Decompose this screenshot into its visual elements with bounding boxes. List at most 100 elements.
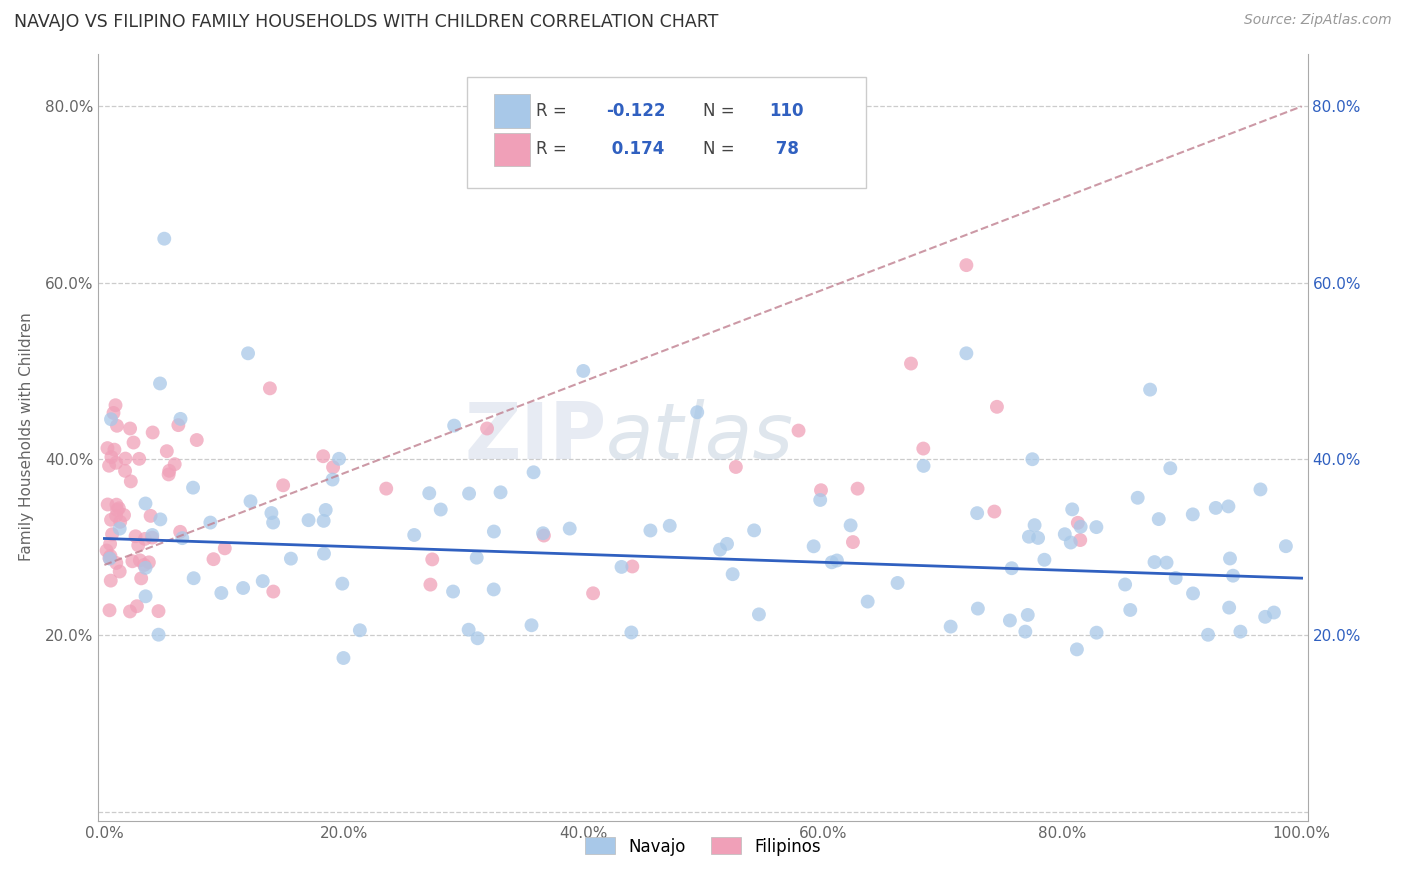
Point bbox=[312, 547, 335, 561]
Point bbox=[127, 538, 149, 552]
Point bbox=[120, 421, 142, 435]
Point bbox=[232, 581, 254, 595]
Point bbox=[520, 618, 543, 632]
Point bbox=[441, 584, 464, 599]
Point bbox=[1164, 571, 1187, 585]
Point bbox=[122, 435, 145, 450]
Point bbox=[252, 574, 274, 588]
Point bbox=[114, 451, 136, 466]
Point bbox=[1033, 553, 1056, 567]
Point bbox=[1018, 530, 1040, 544]
Point bbox=[620, 625, 643, 640]
Point bbox=[118, 604, 141, 618]
Point bbox=[967, 601, 990, 615]
Point bbox=[404, 528, 426, 542]
Point bbox=[621, 559, 644, 574]
Point bbox=[558, 522, 581, 536]
Text: N =: N = bbox=[703, 140, 734, 159]
Point bbox=[839, 518, 862, 533]
Point bbox=[157, 464, 180, 478]
Point bbox=[1114, 577, 1136, 591]
Point bbox=[280, 551, 302, 566]
Point bbox=[1014, 624, 1036, 639]
Point bbox=[262, 516, 284, 530]
Point bbox=[955, 258, 977, 272]
Point bbox=[148, 628, 170, 642]
Point bbox=[1069, 533, 1091, 547]
Point bbox=[183, 571, 205, 585]
FancyBboxPatch shape bbox=[494, 95, 530, 128]
Point bbox=[900, 357, 922, 371]
Point bbox=[120, 475, 142, 489]
Point bbox=[108, 565, 131, 579]
Point bbox=[716, 537, 738, 551]
Point bbox=[138, 555, 160, 569]
Point bbox=[489, 485, 512, 500]
Point bbox=[842, 535, 865, 549]
Point bbox=[153, 232, 176, 246]
Point bbox=[458, 486, 481, 500]
Point bbox=[1197, 628, 1219, 642]
Point bbox=[686, 405, 709, 419]
Point bbox=[912, 442, 935, 456]
Text: N =: N = bbox=[703, 102, 734, 120]
Point bbox=[787, 424, 810, 438]
Point bbox=[98, 551, 121, 566]
Point bbox=[1218, 500, 1240, 514]
Point bbox=[214, 541, 236, 556]
Point bbox=[810, 483, 832, 498]
Point bbox=[1275, 539, 1298, 553]
Point bbox=[163, 457, 186, 471]
Point bbox=[1143, 555, 1166, 569]
Point bbox=[259, 381, 281, 395]
Point bbox=[141, 528, 163, 542]
Point bbox=[1066, 642, 1088, 657]
Point bbox=[1219, 551, 1241, 566]
Point bbox=[169, 524, 191, 539]
Point bbox=[825, 553, 848, 567]
Point bbox=[531, 526, 554, 541]
Point bbox=[419, 577, 441, 591]
Point bbox=[108, 501, 131, 516]
Point bbox=[998, 614, 1021, 628]
Point bbox=[105, 508, 128, 523]
Point bbox=[482, 524, 505, 539]
Point bbox=[1147, 512, 1170, 526]
Point bbox=[98, 458, 121, 473]
Point bbox=[966, 506, 988, 520]
Point bbox=[125, 599, 148, 614]
Point bbox=[803, 539, 825, 553]
Point bbox=[418, 486, 440, 500]
Point bbox=[124, 529, 146, 543]
Point bbox=[1060, 535, 1083, 549]
Point bbox=[955, 346, 977, 360]
Point bbox=[328, 451, 350, 466]
Point bbox=[808, 492, 831, 507]
Y-axis label: Family Households with Children: Family Households with Children bbox=[18, 313, 34, 561]
Point bbox=[748, 607, 770, 622]
Point bbox=[322, 460, 344, 475]
Point bbox=[429, 502, 451, 516]
Point bbox=[262, 584, 284, 599]
Point bbox=[467, 632, 489, 646]
Point bbox=[315, 503, 337, 517]
Point bbox=[103, 406, 125, 420]
Point bbox=[181, 481, 204, 495]
Point bbox=[1085, 520, 1108, 534]
Point bbox=[97, 498, 120, 512]
Point bbox=[1222, 568, 1244, 582]
Text: NAVAJO VS FILIPINO FAMILY HOUSEHOLDS WITH CHILDREN CORRELATION CHART: NAVAJO VS FILIPINO FAMILY HOUSEHOLDS WIT… bbox=[14, 13, 718, 31]
Point bbox=[134, 496, 156, 510]
Point bbox=[1126, 491, 1149, 505]
Point bbox=[134, 558, 156, 572]
Point bbox=[169, 412, 191, 426]
Point bbox=[114, 464, 136, 478]
Legend: Navajo, Filipinos: Navajo, Filipinos bbox=[578, 830, 828, 863]
Point bbox=[475, 421, 498, 435]
Point bbox=[186, 433, 208, 447]
Text: atlas: atlas bbox=[606, 399, 794, 475]
Point bbox=[209, 586, 232, 600]
Point bbox=[1263, 606, 1285, 620]
Point bbox=[1062, 502, 1084, 516]
Point bbox=[721, 567, 744, 582]
